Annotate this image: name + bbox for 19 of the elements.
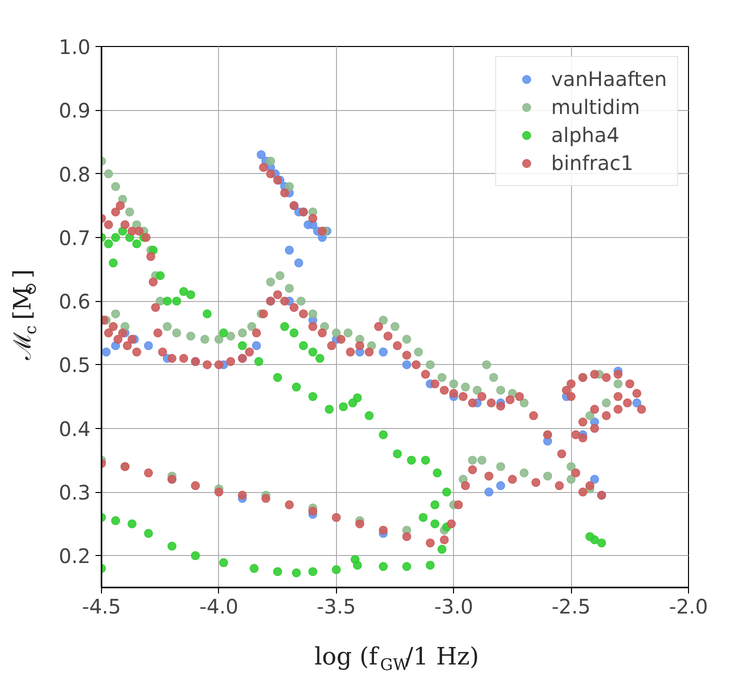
y-tick-label: 1.0 [58,35,91,59]
y-tick-label: 0.7 [58,226,91,250]
x-tick-label: -3.5 [316,594,356,618]
x-tick-label: -2.5 [552,594,591,618]
y-tick-label: 0.4 [58,416,91,441]
y-tick-label: 0.8 [58,162,91,186]
y-tick-label: 0.6 [58,290,91,314]
x-tick-label: -4.5 [82,594,122,618]
x-tick-label: -3.0 [434,594,474,618]
y-tick-label: 0.3 [58,480,91,505]
y-tick-label: 0.9 [58,98,91,123]
legend-label: multidim [551,95,640,119]
legend-label: alpha4 [551,123,620,147]
y-tick-label: 0.2 [58,544,91,568]
x-tick-label: -4.0 [199,594,238,618]
y-tick-label: 0.5 [58,353,91,378]
x-tick-label: -2.0 [668,594,708,618]
legend-label: binfrac1 [551,151,634,175]
legend-label: vanHaaften [551,67,667,91]
